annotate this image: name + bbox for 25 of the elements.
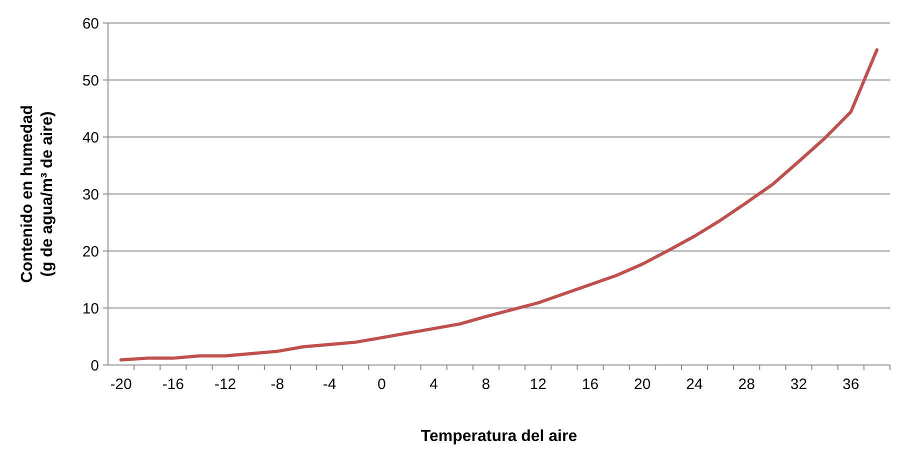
x-tick-label: 4 [430, 376, 438, 393]
x-tick-label: 28 [738, 376, 755, 393]
x-tick-label: -16 [162, 376, 184, 393]
y-tick-label: 0 [90, 357, 99, 374]
x-tick-label: 36 [842, 376, 860, 393]
y-tick-label: 30 [82, 186, 99, 204]
y-tick-label: 20 [82, 243, 99, 260]
y-tick-label: 40 [82, 129, 99, 146]
y-tick-label: 50 [82, 72, 99, 90]
x-tick-label: -8 [270, 376, 284, 393]
y-tick-label: 60 [82, 15, 99, 32]
x-axis-title: Temperatura del aire [420, 428, 578, 445]
x-tick-label: -4 [322, 376, 336, 393]
x-tick-label: -20 [110, 376, 132, 393]
x-tick-label: 24 [686, 376, 703, 393]
x-tick-label: 0 [378, 376, 386, 393]
x-tick-label: 12 [530, 376, 546, 393]
x-tick-label: -12 [214, 376, 236, 393]
x-tick-label: 20 [634, 376, 651, 393]
y-axis-title: Contenido en humedad (g de agua/m³ de aire) [19, 105, 56, 283]
line-series [119, 48, 879, 362]
x-tick-label: 8 [482, 376, 490, 393]
x-tick-label: 32 [790, 376, 808, 393]
y-tick-label: 10 [82, 300, 99, 318]
x-tick-label: 16 [582, 376, 599, 393]
